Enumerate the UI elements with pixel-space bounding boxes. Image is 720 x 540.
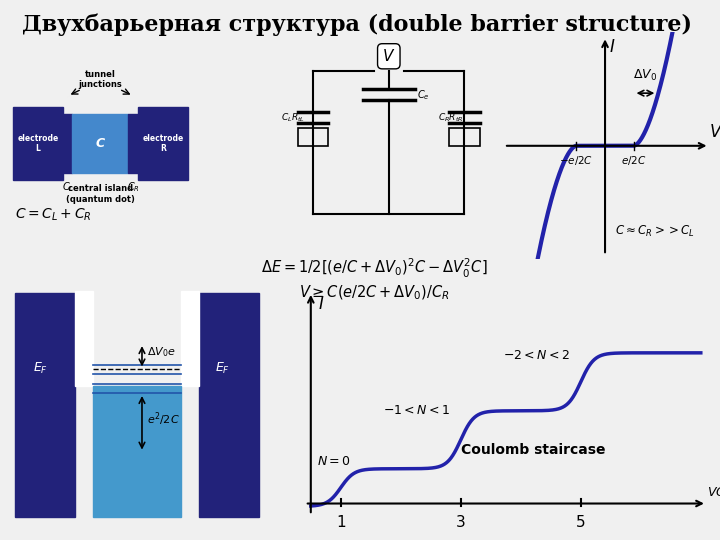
Text: $C \approx C_R >> C_L$: $C \approx C_R >> C_L$ [615, 224, 696, 239]
Text: $C_e$: $C_e$ [417, 88, 430, 102]
Bar [15, 293, 75, 517]
Bar [75, 291, 93, 386]
Text: $-1<N<1$: $-1<N<1$ [383, 404, 450, 417]
Text: $VC/e$: $VC/e$ [707, 485, 720, 500]
Text: Двухбарьерная структура (double barrier structure): Двухбарьерная структура (double barrier … [22, 14, 692, 36]
Bar [63, 114, 73, 173]
Text: $V \geq C(e/2C + \Delta V_0)/C_R$: $V \geq C(e/2C + \Delta V_0)/C_R$ [299, 284, 450, 302]
Bar [298, 127, 328, 146]
Text: $E_F$: $E_F$ [215, 361, 230, 376]
Bar [73, 114, 128, 173]
Text: Coulomb staircase: Coulomb staircase [461, 443, 605, 457]
Text: C: C [96, 137, 105, 150]
Bar [12, 107, 63, 180]
Text: $-2<N<2$: $-2<N<2$ [503, 349, 570, 362]
Bar [181, 291, 199, 386]
Text: tunnel
junctions: tunnel junctions [78, 70, 122, 89]
Bar [128, 114, 138, 173]
Text: $C_R R_{tR}$: $C_R R_{tR}$ [438, 111, 464, 124]
Text: 5: 5 [576, 515, 585, 530]
Bar [199, 293, 258, 517]
Text: 3: 3 [456, 515, 466, 530]
Text: $C_R$: $C_R$ [127, 180, 140, 194]
Text: 1: 1 [336, 515, 346, 530]
Text: $E_F$: $E_F$ [33, 361, 48, 376]
Bar [93, 386, 181, 517]
Text: $N=0$: $N=0$ [317, 455, 351, 468]
Bar [138, 107, 189, 180]
Text: $V$: $V$ [382, 48, 395, 64]
Text: $e/2C$: $e/2C$ [621, 154, 647, 167]
Text: $C = C_L + C_R$: $C = C_L + C_R$ [15, 206, 92, 223]
Text: $C_L R_{tL}$: $C_L R_{tL}$ [281, 111, 305, 124]
Text: $\Delta E = 1/2[(e/C + \Delta V_0)^2C - \Delta V_0^2C]$: $\Delta E = 1/2[(e/C + \Delta V_0)^2C - … [261, 256, 487, 280]
Text: $I$: $I$ [609, 38, 616, 57]
Text: electrode
L: electrode L [17, 134, 58, 153]
Text: $C_L$: $C_L$ [62, 180, 74, 194]
Text: central island
(quantum dot): central island (quantum dot) [66, 184, 135, 204]
Text: electrode
R: electrode R [143, 134, 184, 153]
Text: $\Delta V_0$: $\Delta V_0$ [634, 68, 657, 83]
Text: $\Delta V_0 e$: $\Delta V_0 e$ [147, 345, 176, 359]
Text: $I$: $I$ [318, 295, 325, 313]
Bar [449, 127, 480, 146]
Text: $e^2/2C$: $e^2/2C$ [147, 411, 180, 428]
Text: $V$: $V$ [709, 123, 720, 141]
Text: $-e/2C$: $-e/2C$ [559, 154, 593, 167]
